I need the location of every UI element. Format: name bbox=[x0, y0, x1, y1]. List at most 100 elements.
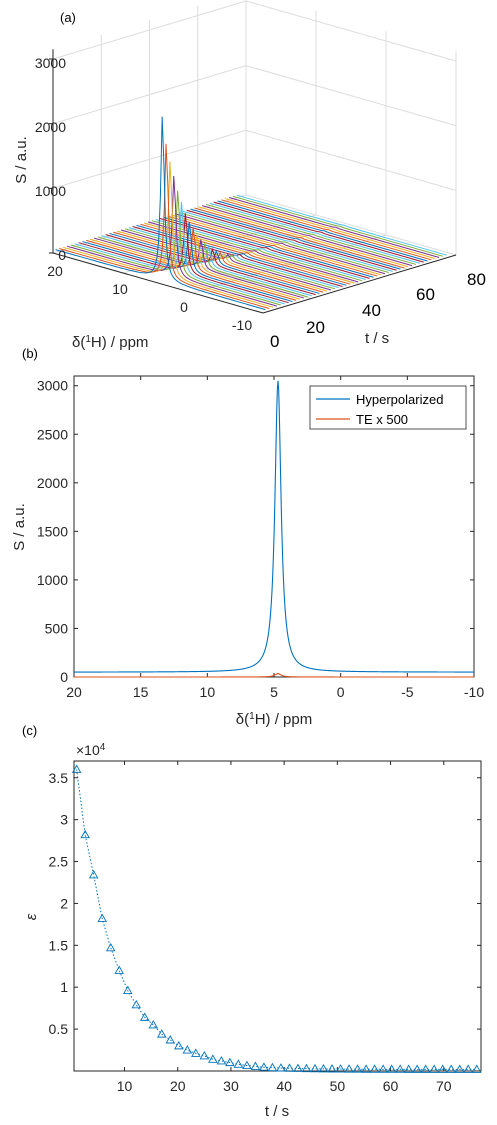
a-x-label: δ(1H) / ppm bbox=[72, 334, 148, 352]
c-data-point bbox=[369, 1064, 380, 1073]
a-x-axis bbox=[52, 252, 264, 314]
c-data-point bbox=[403, 1064, 414, 1073]
c-data-point bbox=[344, 1064, 354, 1073]
a-trace bbox=[163, 216, 374, 278]
c-data-point bbox=[97, 913, 107, 922]
a-trace bbox=[55, 116, 266, 311]
a-trace bbox=[74, 201, 285, 305]
c-x-tick-label: 30 bbox=[223, 1078, 239, 1094]
c-data-point bbox=[412, 1064, 422, 1073]
a-y-tick: 40 bbox=[362, 301, 381, 320]
a-z-tick: 3000 bbox=[35, 55, 66, 71]
a-trace bbox=[194, 207, 405, 269]
c-data-point bbox=[131, 999, 142, 1009]
c-markers bbox=[71, 764, 482, 1073]
c-data-point bbox=[71, 764, 82, 773]
a-grid-line bbox=[52, 129, 457, 191]
a-trace bbox=[221, 199, 432, 261]
a-trace bbox=[66, 176, 278, 307]
a-trace bbox=[174, 213, 386, 275]
b-legend-box bbox=[309, 385, 467, 430]
c-y-tick-label: 3.5 bbox=[49, 770, 69, 786]
c-data-point bbox=[293, 1063, 303, 1072]
c-data-point bbox=[157, 1029, 167, 1038]
c-y-tick-label: 2 bbox=[60, 895, 68, 911]
a-z-label: S / a.u. bbox=[13, 136, 30, 184]
c-data-point bbox=[361, 1064, 371, 1073]
c-data-point bbox=[318, 1063, 329, 1073]
c-data-point bbox=[420, 1064, 431, 1073]
b-x-tick-label: 15 bbox=[133, 684, 149, 700]
c-data-point bbox=[259, 1062, 269, 1071]
c-data-point bbox=[122, 985, 133, 995]
c-data-point bbox=[378, 1064, 388, 1073]
a-x-tick: 10 bbox=[112, 281, 128, 297]
c-data-point bbox=[437, 1064, 448, 1073]
c-x-tick-label: 60 bbox=[383, 1078, 399, 1094]
a-z-tick: 0 bbox=[58, 247, 66, 263]
a-y-tick: 20 bbox=[306, 318, 325, 337]
a-trace bbox=[190, 208, 401, 270]
c-data-point bbox=[454, 1064, 465, 1073]
b-y-tick-label: 1500 bbox=[37, 523, 68, 539]
c-ticks: 10 20 30 40 50 60 70 0.5 1 1.5 2 2.5 3 3.5 bbox=[49, 761, 481, 1094]
a-trace bbox=[93, 237, 305, 299]
b-x-tick-label: 10 bbox=[200, 684, 216, 700]
a-grid-line bbox=[101, 238, 312, 299]
c-data-point bbox=[446, 1064, 456, 1073]
b-y-tick-label: 500 bbox=[45, 620, 69, 636]
c-x-label: t / s bbox=[265, 1103, 289, 1120]
c-plot-area bbox=[73, 760, 482, 1072]
a-trace bbox=[201, 205, 413, 267]
c-x-tick-label: 70 bbox=[436, 1078, 452, 1094]
c-data-point bbox=[284, 1063, 295, 1072]
c-data-point bbox=[429, 1064, 439, 1073]
a-trace bbox=[159, 217, 370, 279]
a-y-axis bbox=[262, 254, 457, 314]
a-trace bbox=[105, 234, 316, 296]
a-trace bbox=[213, 201, 424, 263]
c-x-tick-label: 40 bbox=[276, 1078, 292, 1094]
c-data-point bbox=[208, 1054, 218, 1063]
b-y-tick-label: 2500 bbox=[37, 426, 68, 442]
b-y-tick-label: 3000 bbox=[37, 378, 68, 394]
c-data-point bbox=[335, 1064, 346, 1073]
a-trace bbox=[198, 206, 409, 268]
a-grid-line bbox=[52, 0, 457, 62]
c-data-point bbox=[463, 1064, 474, 1073]
b-legend-label: TE x 500 bbox=[356, 412, 408, 427]
c-x-tick-label: 20 bbox=[170, 1078, 186, 1094]
panel-b-line-chart: 20 15 10 5 0 -5 -10 0 500 1000 1500 2000 2500 3000 Hy… bbox=[11, 375, 484, 728]
c-data-point bbox=[165, 1035, 176, 1044]
a-trace bbox=[155, 219, 366, 281]
c-data-point bbox=[80, 829, 90, 839]
c-data-point bbox=[301, 1063, 312, 1073]
panel-a-traces bbox=[55, 116, 447, 311]
c-data-point bbox=[395, 1064, 405, 1073]
c-data-point bbox=[88, 870, 99, 879]
c-data-point bbox=[199, 1051, 210, 1060]
a-trace bbox=[178, 212, 390, 274]
b-x-tick-label: 0 bbox=[337, 684, 345, 700]
a-trace bbox=[182, 210, 393, 272]
c-x-tick-label: 50 bbox=[330, 1078, 346, 1094]
b-x-tick-label: 20 bbox=[66, 684, 82, 700]
a-x-tick: -10 bbox=[232, 317, 252, 333]
b-y-tick-label: 1000 bbox=[37, 572, 68, 588]
a-trace bbox=[171, 214, 382, 276]
c-x-tick-label: 10 bbox=[117, 1078, 133, 1094]
a-trace bbox=[70, 190, 281, 306]
panel-c-label: (c) bbox=[22, 723, 37, 738]
a-trace bbox=[82, 221, 293, 303]
a-trace bbox=[113, 231, 324, 293]
a-trace bbox=[209, 202, 420, 264]
c-data-point bbox=[386, 1064, 397, 1073]
a-trace bbox=[167, 215, 378, 277]
b-x-tick-label: -10 bbox=[464, 684, 484, 700]
a-trace bbox=[90, 234, 301, 300]
panel-a-label: (a) bbox=[60, 10, 76, 25]
panel-a-waterfall: 3000 2000 1000 0 S / a.u. 20 10 0 -10 δ(… bbox=[13, 0, 486, 351]
c-data-point bbox=[250, 1061, 261, 1070]
a-trace bbox=[205, 203, 417, 265]
a-y-tick: 80 bbox=[467, 270, 486, 289]
